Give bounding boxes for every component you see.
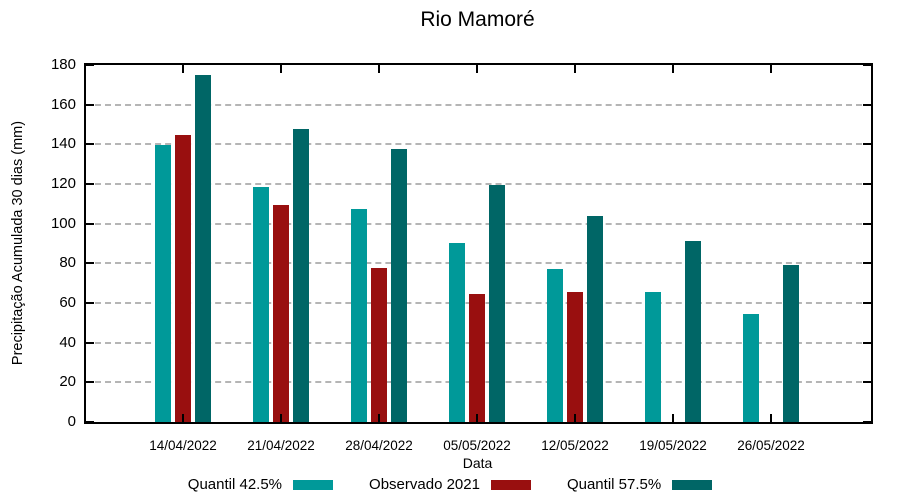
gridline-y-120 [95, 183, 862, 185]
y-tick-left [86, 64, 94, 66]
y-tick-label: 180 [50, 56, 76, 73]
bar [155, 145, 171, 422]
y-axis-title: Precipitação Acumulada 30 dias (mm) [10, 120, 26, 366]
bar [469, 294, 485, 422]
y-tick-right [863, 421, 871, 423]
gridline-y-160 [95, 103, 862, 106]
bar [351, 208, 367, 422]
x-tick-top [672, 65, 674, 73]
bar [547, 269, 563, 422]
x-tick-bottom [672, 414, 674, 422]
gridline-y-140 [95, 143, 862, 146]
bar [645, 292, 661, 422]
x-tick-top [476, 65, 478, 73]
y-tick-right [863, 103, 871, 106]
legend-label-observado-2021: Observado 2021 [369, 476, 480, 493]
gridline-y-100 [95, 222, 862, 225]
y-tick-left [86, 222, 94, 225]
y-tick-right [863, 262, 871, 265]
y-tick-left [86, 381, 94, 384]
legend-label-quantil-42-5: Quantil 42.5% [187, 476, 283, 493]
legend-swatch-observado-2021-icon [490, 479, 531, 490]
y-tick-left [86, 302, 94, 304]
legend-label-quantil-57-5: Quantil 57.5% [566, 476, 662, 493]
x-axis-title: Data [462, 455, 493, 471]
x-tick-top [770, 65, 772, 73]
x-tick-bottom [770, 414, 772, 422]
legend: Quantil 42.5% Observado 2021 Quantil 57.… [0, 476, 900, 493]
y-tick-right [863, 381, 871, 384]
legend-swatch-quantil-57-5-icon [672, 479, 713, 490]
y-tick-right [863, 143, 871, 146]
plot-area [84, 63, 873, 424]
y-tick-left [86, 143, 94, 146]
x-tick-top [182, 65, 184, 73]
bar [175, 135, 191, 422]
y-tick-left [86, 183, 94, 185]
y-tick-right [863, 302, 871, 304]
x-tick-label: 14/04/2022 [149, 438, 217, 453]
x-tick-bottom [476, 414, 478, 422]
bar [253, 186, 269, 422]
y-tick-label: 100 [50, 214, 76, 232]
y-tick-right [863, 222, 871, 225]
bar [743, 313, 759, 422]
legend-entry-observado-2021: Observado 2021 [369, 476, 531, 493]
legend-entry-quantil-57-5: Quantil 57.5% [566, 476, 713, 493]
x-tick-bottom [182, 414, 184, 422]
y-tick-right [863, 64, 871, 66]
gridline-y-80 [95, 262, 862, 265]
chart-title: Rio Mamoré [420, 8, 535, 31]
bar [587, 215, 603, 422]
x-tick-label: 05/05/2022 [443, 438, 511, 453]
y-tick-label: 160 [50, 95, 76, 113]
x-tick-label: 19/05/2022 [639, 438, 707, 453]
x-tick-top [280, 65, 282, 73]
bar [293, 129, 309, 422]
y-tick-right [863, 183, 871, 185]
legend-swatch-quantil-42-5-icon [293, 479, 334, 490]
bar [449, 242, 465, 422]
bar [273, 204, 289, 422]
y-tick-label: 60 [59, 294, 76, 311]
bar [391, 149, 407, 422]
x-tick-label: 26/05/2022 [737, 438, 805, 453]
y-tick-left [86, 421, 94, 423]
x-tick-label: 12/05/2022 [541, 438, 609, 453]
x-tick-bottom [574, 414, 576, 422]
y-tick-label: 20 [59, 373, 76, 391]
x-tick-label: 21/04/2022 [247, 438, 315, 453]
x-tick-top [574, 65, 576, 73]
y-tick-label: 80 [59, 254, 76, 272]
y-tick-left [86, 103, 94, 106]
y-tick-left [86, 262, 94, 265]
y-tick-right [863, 341, 871, 344]
y-tick-left [86, 341, 94, 344]
y-tick-label: 0 [67, 413, 76, 430]
y-tick-label: 140 [50, 135, 76, 153]
bar [371, 268, 387, 422]
y-tick-label: 40 [59, 333, 76, 351]
x-tick-top [378, 65, 380, 73]
bar [685, 240, 701, 422]
x-tick-bottom [280, 414, 282, 422]
legend-entry-quantil-42-5: Quantil 42.5% [187, 476, 334, 493]
x-tick-label: 28/04/2022 [345, 438, 413, 453]
bar [489, 185, 505, 422]
bar [567, 292, 583, 422]
bar [783, 265, 799, 422]
bar [195, 74, 211, 422]
y-tick-label: 120 [50, 175, 76, 192]
x-tick-bottom [378, 414, 380, 422]
